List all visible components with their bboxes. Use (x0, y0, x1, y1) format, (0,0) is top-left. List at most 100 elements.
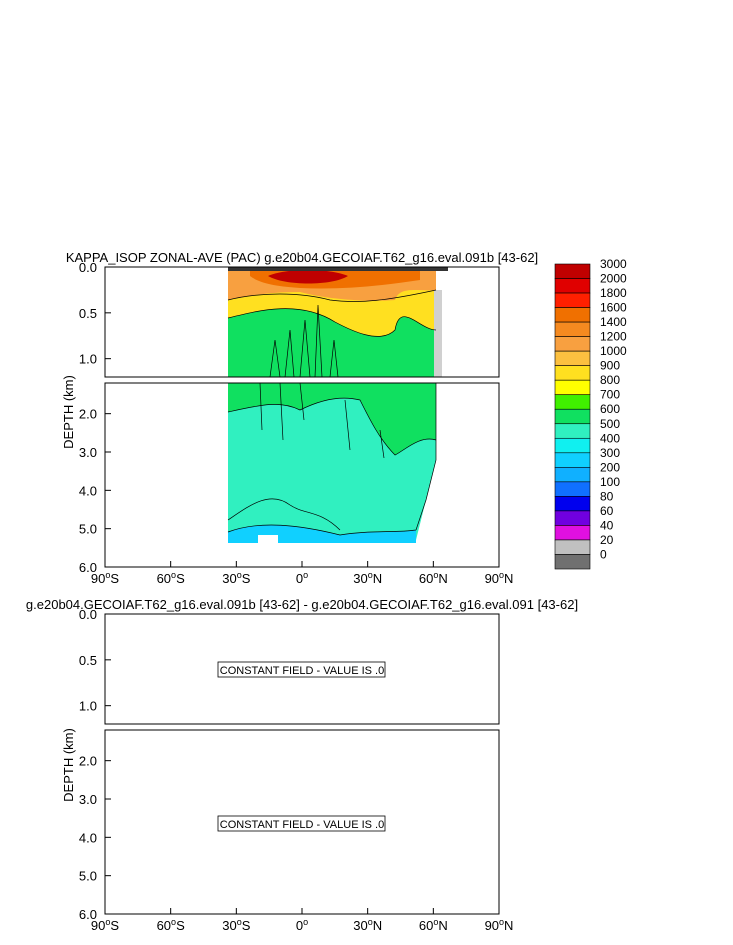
surface-dark-band (228, 267, 448, 271)
colorbar-label: 1600 (600, 301, 627, 315)
contour-lines-lower (227, 383, 437, 536)
colorbar-label: 20 (600, 533, 614, 547)
colorbar-label: 40 (600, 518, 614, 532)
colorbar-swatch (554, 292, 591, 308)
colorbar-label: 200 (600, 460, 620, 474)
colorbar-label: 1400 (600, 315, 627, 329)
y-tick-label: 0.5 (79, 306, 97, 321)
colorbar-label: 700 (600, 388, 620, 402)
colorbar-swatch (554, 394, 591, 410)
x-tick-label: 30oN (353, 917, 382, 933)
y-tick-label: 1.0 (79, 699, 97, 714)
bottom-lower-message: CONSTANT FIELD - VALUE IS .0 (217, 815, 386, 832)
message-text: CONSTANT FIELD - VALUE IS .0 (220, 819, 384, 831)
y-tick-label: 0.5 (79, 653, 97, 668)
colorbar-swatch (554, 307, 591, 323)
colorbar-swatch (554, 481, 591, 497)
top-lower-contours (227, 383, 437, 543)
bottom-ylabel: DEPTH (km) (61, 728, 76, 802)
colorbar-swatch (554, 278, 591, 294)
colorbar-swatch (554, 423, 591, 439)
y-tick-label: 0.0 (79, 260, 97, 275)
colorbar: 3000200018001600140012001000900800700600… (554, 257, 627, 570)
colorbar-swatch (554, 379, 591, 396)
x-tick-label: 60oS (157, 570, 185, 586)
colorbar-swatch (554, 525, 591, 541)
colorbar-label: 300 (600, 446, 620, 460)
x-tick-label: 30oS (222, 570, 250, 586)
message-box (217, 661, 386, 678)
contour-lines-upper (227, 289, 437, 377)
colorbar-swatch (554, 554, 591, 570)
colorbar-label: 2000 (600, 272, 627, 286)
bottom-x-axis: 90oS 60oS 30oS 0o 30oN 60oN 90oN (91, 908, 514, 933)
colorbar-label: 80 (600, 489, 614, 503)
y-tick-label: 3.0 (79, 792, 97, 807)
colorbar-label: 0 (600, 547, 607, 561)
colorbar-swatch (554, 539, 591, 555)
colorbar-swatch (554, 263, 591, 279)
x-tick-label: 0o (296, 570, 308, 586)
y-tick-label: 1.0 (79, 352, 97, 367)
colorbar-swatch (554, 321, 591, 337)
colorbar-label: 3000 (600, 257, 627, 271)
x-tick-label: 0o (296, 917, 308, 933)
colorbar-swatch (554, 496, 591, 512)
top-y-axis-upper: 0.0 0.5 1.0 (79, 260, 111, 367)
top-upper-contours (227, 267, 448, 377)
x-tick-label: 90oN (485, 917, 514, 933)
colorbar-swatch (554, 510, 591, 526)
bottom-upper-frame (104, 613, 500, 725)
colorbar-label: 800 (600, 373, 620, 387)
y-tick-label: 4.0 (79, 830, 97, 845)
y-tick-label: 4.0 (79, 483, 97, 498)
y-tick-label: 6.0 (79, 907, 97, 922)
y-tick-label: 2.0 (79, 754, 97, 769)
colorbar-label: 60 (600, 504, 614, 518)
top-ylabel: DEPTH (km) (61, 375, 76, 449)
colorbar-label: 900 (600, 359, 620, 373)
bottom-y-axis-upper: 0.0 0.5 1.0 (79, 607, 111, 714)
top-y-axis-lower: 2.0 3.0 4.0 5.0 6.0 (79, 407, 111, 575)
message-text: CONSTANT FIELD - VALUE IS .0 (220, 665, 384, 677)
colorbar-label: 400 (600, 431, 620, 445)
region-surface-core (268, 270, 348, 284)
x-tick-label: 30oS (222, 917, 250, 933)
colorbar-swatch (554, 350, 591, 366)
colorbar-swatch (554, 336, 591, 352)
y-tick-label: 5.0 (79, 869, 97, 884)
y-tick-label: 3.0 (79, 445, 97, 460)
colorbar-label: 100 (600, 475, 620, 489)
y-tick-label: 6.0 (79, 560, 97, 575)
colorbar-label: 600 (600, 402, 620, 416)
x-tick-label: 60oN (419, 570, 448, 586)
colorbar-swatch (554, 408, 591, 425)
colorbar-label: 1200 (600, 330, 627, 344)
colorbar-swatch (554, 452, 591, 468)
colorbar-label: 1000 (600, 344, 627, 358)
x-tick-label: 90oS (91, 917, 119, 933)
x-tick-label: 90oS (91, 570, 119, 586)
colorbar-label: 1800 (600, 286, 627, 300)
right-wall (434, 290, 442, 377)
y-tick-label: 2.0 (79, 407, 97, 422)
top-x-axis: 90oS 60oS 30oS 0o 30oN 60oN 90oN (91, 561, 514, 586)
bottom-upper-message: CONSTANT FIELD - VALUE IS .0 (217, 661, 386, 678)
y-tick-label: 5.0 (79, 522, 97, 537)
top-plot-title: KAPPA_ISOP ZONAL-AVE (PAC) g.e20b04.GECO… (66, 250, 538, 265)
colorbar-label: 500 (600, 417, 620, 431)
x-tick-label: 90oN (485, 570, 514, 586)
y-tick-label: 0.0 (79, 607, 97, 622)
top-upper-frame (104, 266, 500, 378)
bottom-plot-title: g.e20b04.GECOIAF.T62_g16.eval.091b [43-6… (26, 597, 578, 612)
message-box (217, 815, 386, 832)
x-tick-label: 30oN (353, 570, 382, 586)
colorbar-swatch (554, 467, 591, 483)
seafloor-gap (258, 535, 278, 543)
region-intermediate-lower (228, 383, 436, 455)
x-tick-label: 60oS (157, 917, 185, 933)
colorbar-swatch (554, 365, 591, 381)
x-tick-label: 60oN (419, 917, 448, 933)
bottom-y-axis-lower: 2.0 3.0 4.0 5.0 6.0 (79, 754, 111, 922)
